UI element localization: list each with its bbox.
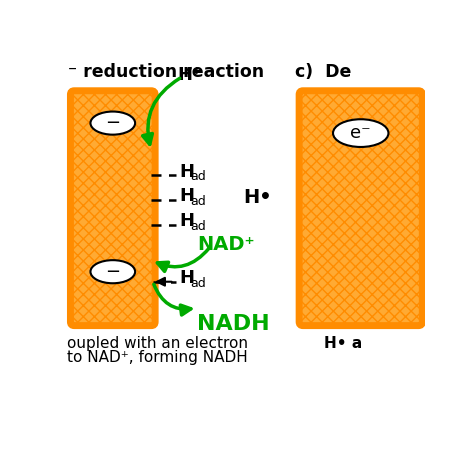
Text: −: − [105, 114, 120, 132]
Text: ad: ad [190, 171, 206, 183]
Text: c)  De: c) De [295, 63, 352, 81]
Text: ad: ad [190, 220, 206, 233]
Text: H: H [180, 163, 195, 181]
Text: H: H [180, 269, 195, 287]
Text: ad: ad [190, 277, 206, 290]
Text: NADH: NADH [198, 314, 270, 334]
Ellipse shape [91, 111, 135, 135]
Ellipse shape [333, 119, 389, 147]
Text: e⁻: e⁻ [350, 124, 371, 142]
Text: H•: H• [244, 188, 273, 207]
Text: to NAD⁺, forming NADH: to NAD⁺, forming NADH [66, 350, 247, 365]
Text: ⁻ reduction reaction: ⁻ reduction reaction [68, 63, 264, 81]
Text: H: H [180, 212, 195, 230]
Text: oupled with an electron: oupled with an electron [66, 336, 247, 351]
Text: NAD⁺: NAD⁺ [198, 235, 255, 254]
Text: ad: ad [190, 195, 206, 208]
Text: H⁺: H⁺ [177, 66, 202, 84]
Text: −: − [105, 263, 120, 281]
FancyBboxPatch shape [299, 91, 422, 326]
FancyBboxPatch shape [71, 91, 155, 326]
Text: H: H [180, 187, 195, 205]
Text: H• a: H• a [324, 336, 362, 351]
Ellipse shape [91, 260, 135, 283]
